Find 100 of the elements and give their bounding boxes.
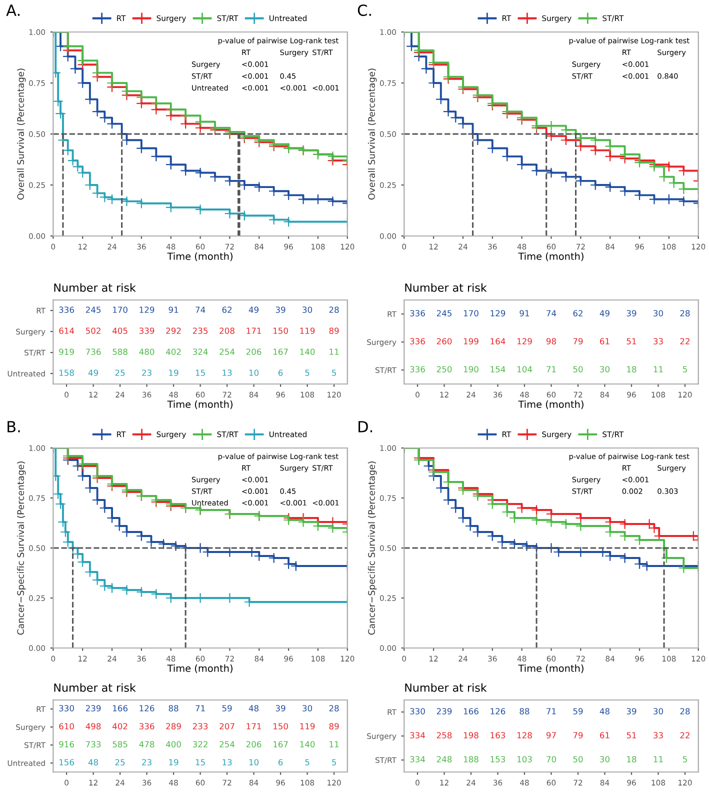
data-label: 74 [196,306,206,313]
data-label: 239 [436,708,452,714]
data-label: 39 [276,306,286,313]
data-label: 71 [546,366,556,372]
data-label: 13 [222,370,232,376]
chart-title: Number at risk [54,283,136,292]
data-label: 250 [436,366,452,372]
data-label: 15 [196,370,205,376]
data-label: 478 [139,741,154,748]
data-label: 74 [546,310,556,316]
data-label: 166 [113,705,128,712]
data-label: 33 [654,732,663,738]
data-label: 154 [490,366,506,372]
data-label: 733 [86,741,101,748]
data-label: 254 [220,348,235,355]
data-label: 91 [168,306,178,313]
data-label: 736 [86,348,101,355]
data-label: 28 [329,705,339,712]
chart-title: A. [6,4,20,16]
chart-title: C. [358,4,371,16]
data-label: 166 [464,708,478,714]
x-axis-title: Time (month) [518,664,584,674]
data-label: 206 [246,348,262,355]
x-axis-title: Time (month) [167,664,232,674]
data-label: 11 [654,756,663,762]
data-label: 502 [86,328,100,334]
data-label: 330 [59,705,74,712]
data-label: 88 [168,705,178,712]
data-label: 140 [300,741,315,748]
data-label: 10 [249,759,259,766]
x-axis-title: Time (month) [518,400,584,410]
data-label: 167 [274,348,288,355]
data-label: 150 [274,723,288,730]
data-label: 33 [654,338,663,344]
data-label: 336 [410,310,425,316]
data-label: 19 [169,370,178,376]
data-label: 30 [654,708,663,714]
data-label: 208 [220,328,234,334]
x-axis-title: Time (month) [167,400,232,410]
data-label: 610 [59,723,74,730]
data-label: 5 [305,759,310,766]
data-label: 126 [490,708,506,714]
data-label: 292 [166,328,181,334]
data-label: 51 [626,338,636,344]
data-label: 336 [410,366,425,372]
data-label: 153 [490,756,506,762]
data-label: 336 [59,306,74,313]
data-label: 18 [627,756,636,762]
data-label: 59 [222,705,232,712]
data-label: 39 [626,310,636,316]
data-label: 6 [278,370,283,376]
data-label: 585 [112,741,128,748]
data-label: 339 [139,328,154,334]
data-label: 614 [59,328,74,334]
data-label: 402 [112,723,128,730]
data-label: 400 [166,741,181,748]
data-label: 13 [222,759,232,766]
data-label: 30 [654,310,663,316]
data-label: 91 [520,310,530,316]
data-label: 11 [654,366,663,372]
data-label: 498 [86,723,101,730]
data-label: 98 [546,338,556,344]
data-label: 48 [88,759,98,766]
data-label: 23 [142,759,152,766]
data-label: 70 [546,756,556,762]
data-label: 88 [520,708,530,714]
data-label: 119 [300,723,315,730]
data-label: 25 [115,370,125,376]
data-label: 50 [573,756,583,762]
data-label: 324 [192,348,208,355]
data-label: 61 [600,338,610,344]
data-label: 129 [517,338,532,344]
data-label: 39 [276,705,286,712]
chart-title: Number at risk [54,683,136,692]
data-label: 171 [246,328,261,334]
data-label: 245 [436,310,452,316]
x-axis-title: Time (month) [518,252,584,262]
data-label: 6 [278,759,283,766]
data-label: 480 [139,348,154,355]
data-label: 334 [410,756,425,762]
data-label: 588 [112,348,128,355]
data-label: 49 [88,370,98,376]
data-label: 289 [166,723,181,730]
data-label: 71 [546,708,556,714]
data-label: 89 [329,328,339,334]
data-label: 198 [464,732,478,738]
data-label: 48 [248,705,259,712]
y-axis-title: Cancer−Specific Survival (Percentage) [368,462,377,635]
y-axis-title: Overall Survival (Percentage) [17,68,26,200]
data-label: 62 [222,306,232,313]
data-label: 18 [627,366,636,372]
data-label: 119 [300,328,315,334]
data-label: 190 [464,366,478,372]
data-label: 71 [196,705,205,712]
x-axis-title: Time (month) [167,252,232,262]
data-label: 129 [490,310,506,316]
chart-title: Number at risk [405,283,487,292]
data-label: 126 [140,705,154,712]
data-label: 156 [60,759,74,766]
data-label: 919 [59,348,74,355]
